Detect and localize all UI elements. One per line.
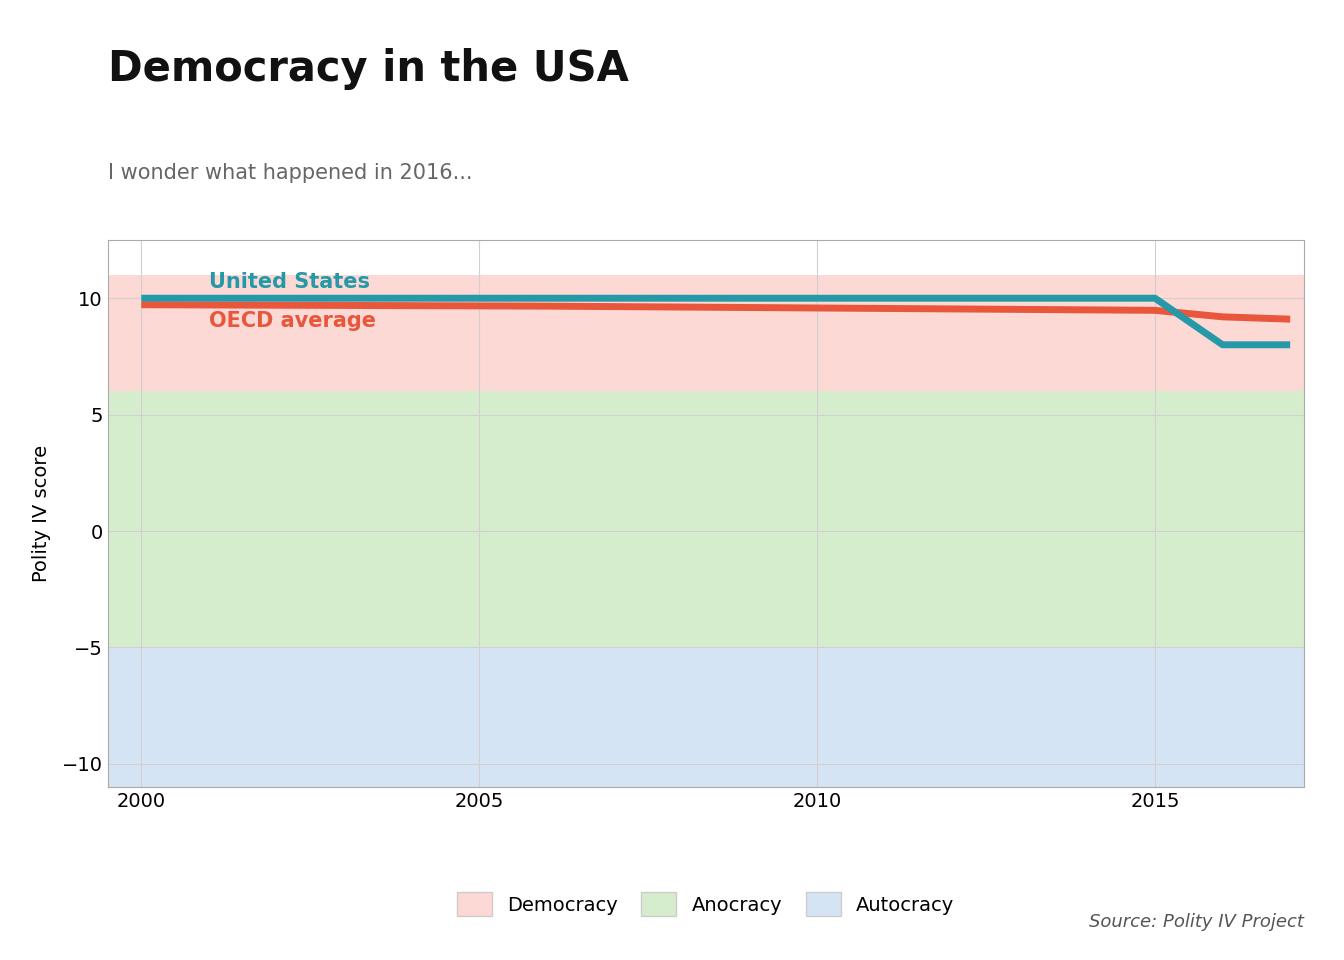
Text: Source: Polity IV Project: Source: Polity IV Project bbox=[1089, 913, 1304, 931]
Text: United States: United States bbox=[208, 272, 370, 292]
Bar bbox=[108, 647, 1304, 787]
Text: OECD average: OECD average bbox=[208, 311, 376, 331]
Legend: Democracy, Anocracy, Autocracy: Democracy, Anocracy, Autocracy bbox=[449, 884, 962, 924]
Bar bbox=[108, 275, 1304, 392]
Text: I wonder what happened in 2016...: I wonder what happened in 2016... bbox=[108, 163, 472, 183]
Bar bbox=[108, 392, 1304, 647]
Text: Democracy in the USA: Democracy in the USA bbox=[108, 48, 629, 90]
Y-axis label: Polity IV score: Polity IV score bbox=[31, 445, 51, 582]
